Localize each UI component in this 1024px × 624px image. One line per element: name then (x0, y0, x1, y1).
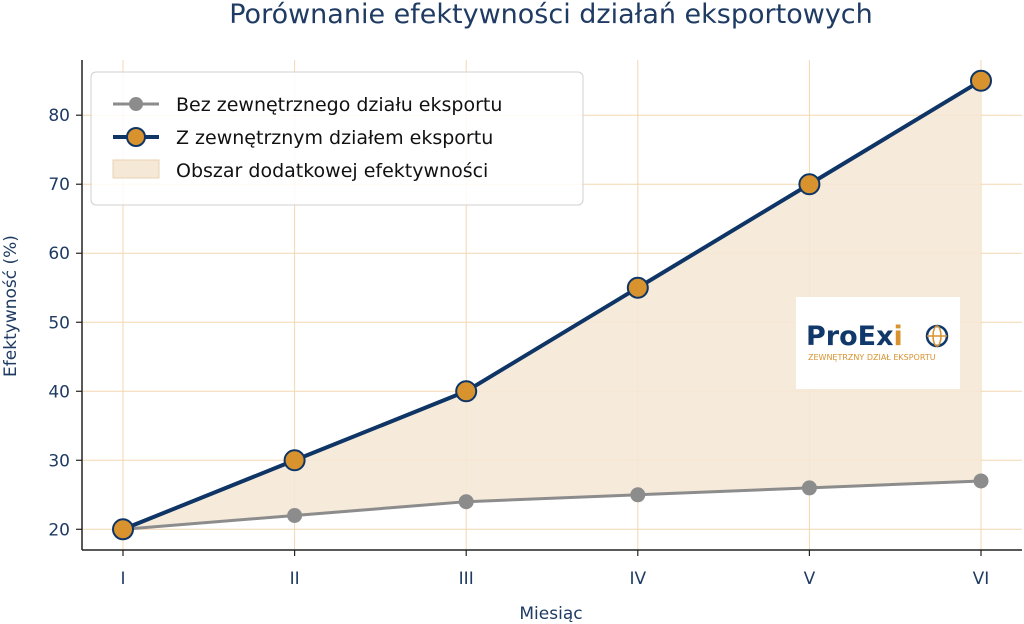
logo-text-i: i (894, 321, 903, 352)
legend-box (90, 71, 584, 206)
series-no-export (115, 473, 989, 537)
y-tick-label: 70 (48, 175, 70, 195)
legend-marker-with-export (126, 127, 146, 147)
x-axis-label: Miesiąc (519, 604, 582, 624)
point-with-export (112, 518, 134, 541)
x-tick-label: IV (629, 569, 646, 589)
legend-label-with-export: Z zewnętrznym działem eksportu (176, 127, 493, 149)
axes (76, 60, 1022, 556)
y-axis-label: Efektywność (%) (1, 235, 21, 377)
y-tick-label: 30 (48, 451, 70, 471)
point-with-export (283, 449, 306, 472)
series-line-with-export (122, 78, 983, 532)
point-with-export (626, 276, 649, 299)
series-layer (112, 69, 992, 541)
chart-title: Porównanie efektywności działań eksporto… (229, 0, 873, 30)
proexio-logo: ProExi ZEWNĘTRZNY DZIAŁ EKSPORTU (796, 297, 960, 389)
point-no-export (973, 473, 989, 489)
legend-swatch-fill-area (112, 159, 160, 179)
x-tick-label: V (804, 569, 816, 589)
fill-area-layer (123, 80, 981, 530)
logo-background (796, 297, 960, 389)
y-tick-label: 60 (48, 244, 70, 264)
logo-text-proex: ProEx (806, 321, 894, 352)
logo-wordmark: ProExi (806, 321, 903, 352)
x-tick-label: VI (973, 569, 990, 589)
point-with-export (798, 173, 821, 196)
x-tick-label: II (290, 569, 300, 589)
point-no-export (801, 480, 817, 496)
point-with-export (970, 69, 992, 92)
point-no-export (630, 487, 646, 503)
point-no-export (458, 494, 474, 510)
globe-icon (925, 324, 949, 348)
y-tick-label: 50 (48, 313, 70, 333)
point-no-export (287, 507, 303, 523)
legend-marker-no-export (129, 97, 143, 111)
series-with-export (112, 69, 992, 541)
additional-efficiency-area (123, 80, 981, 530)
point-with-export (455, 380, 478, 403)
y-tick-label: 40 (48, 382, 70, 402)
x-tick-label: I (120, 569, 125, 589)
series-line-no-export (122, 479, 982, 531)
y-tick-label: 80 (48, 106, 70, 126)
y-tick-label: 20 (48, 520, 70, 540)
legend-label-fill-area: Obszar dodatkowej efektywności (176, 160, 488, 182)
legend: Bez zewnętrznego działu eksportu Z zewnę… (90, 71, 584, 206)
legend-label-no-export: Bez zewnętrznego działu eksportu (176, 94, 502, 116)
logo-subtitle: ZEWNĘTRZNY DZIAŁ EKSPORTU (808, 353, 936, 362)
x-tick-label: III (459, 569, 474, 589)
